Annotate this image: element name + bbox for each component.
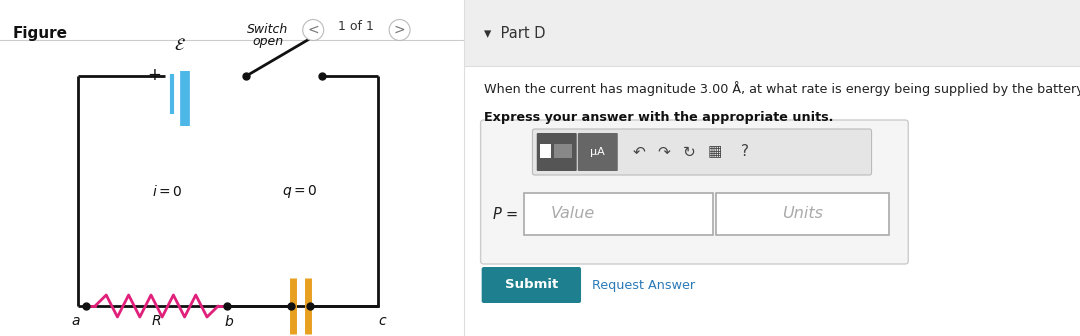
Text: $c$: $c$ xyxy=(378,314,387,328)
FancyBboxPatch shape xyxy=(716,193,889,235)
Text: <: < xyxy=(308,23,319,37)
Text: Figure: Figure xyxy=(13,26,68,41)
FancyBboxPatch shape xyxy=(578,133,618,171)
Text: $q = 0$: $q = 0$ xyxy=(282,182,319,200)
Text: Units: Units xyxy=(782,207,823,221)
Text: ↶: ↶ xyxy=(633,144,646,160)
Text: ↻: ↻ xyxy=(683,144,696,160)
Text: ▾  Part D: ▾ Part D xyxy=(484,26,545,41)
FancyBboxPatch shape xyxy=(481,120,908,264)
Text: open: open xyxy=(253,35,283,48)
FancyBboxPatch shape xyxy=(537,133,577,171)
FancyBboxPatch shape xyxy=(482,267,581,303)
Text: Submit: Submit xyxy=(504,279,558,292)
Text: Value: Value xyxy=(551,207,594,221)
Text: $b$: $b$ xyxy=(224,314,234,329)
Text: μA: μA xyxy=(591,147,605,157)
Bar xyxy=(464,0,1080,66)
Text: ?: ? xyxy=(741,144,750,160)
Text: $a$: $a$ xyxy=(71,314,80,328)
Text: ↷: ↷ xyxy=(658,144,671,160)
Text: $\mathcal{E}$: $\mathcal{E}$ xyxy=(175,36,186,54)
Text: >: > xyxy=(394,23,405,37)
Bar xyxy=(540,144,551,158)
Text: Request Answer: Request Answer xyxy=(592,279,694,292)
Text: Express your answer with the appropriate units.: Express your answer with the appropriate… xyxy=(484,111,833,124)
Text: ▦: ▦ xyxy=(707,144,723,160)
Text: 1 of 1: 1 of 1 xyxy=(338,20,375,33)
Text: +: + xyxy=(148,66,161,84)
Bar xyxy=(554,144,572,158)
FancyBboxPatch shape xyxy=(524,193,713,235)
Bar xyxy=(464,66,1080,336)
Text: Switch: Switch xyxy=(247,23,288,36)
Text: $i = 0$: $i = 0$ xyxy=(152,183,183,199)
Text: $P$ =: $P$ = xyxy=(492,206,518,222)
FancyBboxPatch shape xyxy=(532,129,872,175)
Text: When the current has magnitude 3.00 Å, at what rate is energy being supplied by : When the current has magnitude 3.00 Å, a… xyxy=(484,81,1080,96)
Text: $R$: $R$ xyxy=(151,314,162,328)
